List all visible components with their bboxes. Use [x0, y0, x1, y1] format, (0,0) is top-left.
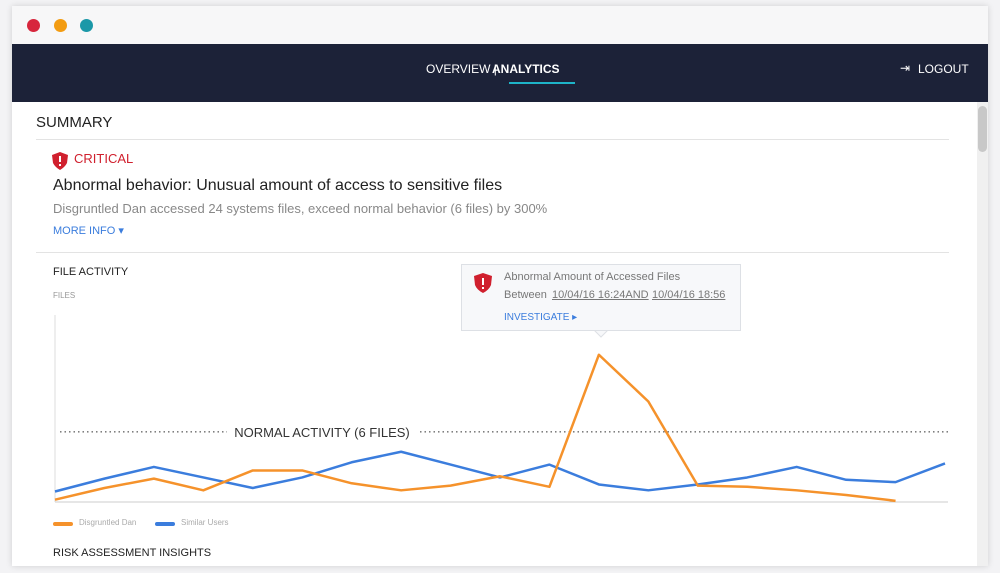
- min-dot[interactable]: [54, 19, 67, 32]
- tooltip: Abnormal Amount of Accessed Files Betwee…: [461, 264, 741, 331]
- window: OVERVIEW | ANALYTICS ⇥ LOGOUT SUMMARY CR…: [12, 6, 988, 566]
- nav-bar: OVERVIEW | ANALYTICS ⇥ LOGOUT: [12, 44, 988, 102]
- title-bar: [12, 6, 988, 44]
- logout-icon: ⇥: [900, 61, 911, 75]
- divider: [36, 139, 949, 140]
- footer-section: RISK ASSESSMENT INSIGHTS: [53, 547, 212, 559]
- investigate[interactable]: INVESTIGATE ▸: [504, 312, 578, 323]
- legend-swatch: [53, 522, 73, 526]
- legend-swatch: [155, 522, 175, 526]
- tooltip-end: 10/04/16 18:56: [652, 289, 726, 301]
- severity: CRITICAL: [74, 151, 134, 166]
- tooltip-icon: [474, 273, 492, 293]
- more-info-text[interactable]: MORE INFO: [53, 225, 116, 237]
- headline: Abnormal behavior: Unusual amount of acc…: [53, 177, 503, 194]
- divider: [36, 252, 949, 253]
- scrollbar[interactable]: [977, 102, 988, 566]
- tooltip-between: Between: [504, 289, 547, 301]
- critical-icon: [52, 152, 68, 170]
- description: Disgruntled Dan accessed 24 systems file…: [53, 201, 548, 216]
- logout[interactable]: LOGOUT: [918, 62, 969, 76]
- reference-label-bg: [227, 422, 417, 441]
- nav-analytics[interactable]: ANALYTICS: [492, 62, 560, 76]
- summary-title: SUMMARY: [36, 114, 113, 131]
- reference-label: NORMAL ACTIVITY (6 FILES): [234, 425, 410, 440]
- nav-underline: [509, 82, 575, 84]
- more-info[interactable]: MORE INFO ▾: [53, 225, 124, 237]
- legend-label: Similar Users: [181, 518, 229, 527]
- legend-label: Disgruntled Dan: [79, 518, 136, 527]
- tooltip-pointer: [592, 328, 610, 338]
- chart: NORMAL ACTIVITY (6 FILES) Disgruntled Dan…: [53, 315, 948, 527]
- nav-overview[interactable]: OVERVIEW |: [426, 62, 497, 76]
- series-line: [54, 450, 946, 493]
- tooltip-title: Abnormal Amount of Accessed Files: [504, 271, 681, 283]
- y-axis-label: FILES: [53, 291, 76, 300]
- chart-title: FILE ACTIVITY: [53, 266, 129, 278]
- investigate-text[interactable]: INVESTIGATE: [504, 312, 570, 323]
- close-dot[interactable]: [27, 19, 40, 32]
- tooltip-start: 10/04/16 16:24AND: [552, 289, 649, 301]
- series-line: [54, 353, 896, 503]
- max-dot[interactable]: [80, 19, 93, 32]
